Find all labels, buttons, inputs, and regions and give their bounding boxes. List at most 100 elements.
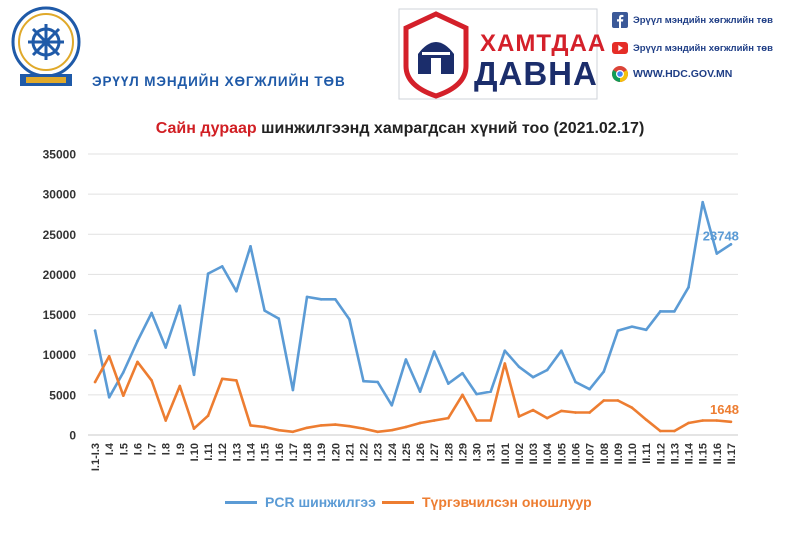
data-point [658,429,662,433]
line-chart: 0 5000 10000 15000 20000 25000 30000 35000 I.1-I… [43,148,739,472]
data-point [574,380,577,384]
x-tick-label: II.16 [712,443,724,464]
data-point [263,309,266,312]
data-point [390,403,394,407]
x-tick-label: I.30 [472,443,484,461]
x-tick-label: I.13 [231,443,243,461]
y-tick-label: 30000 [43,188,77,202]
facebook-link[interactable]: Эрүүл мэндийн хөгжлийн төв [612,12,773,28]
data-point [461,371,464,375]
x-tick-label: I.19 [316,443,328,461]
data-point [192,373,196,377]
data-point [432,350,436,353]
data-point [644,418,648,422]
legend-item-rapid: Түргэвчилсэн оношлуур [382,494,592,510]
x-tick-label: II.10 [627,443,639,464]
x-tick-label: II.01 [500,443,512,464]
data-point [503,349,507,352]
data-point [673,310,676,313]
campaign-title-line2: ДАВНА [474,55,598,92]
x-tick-label: I.26 [415,443,427,461]
data-point [122,394,125,397]
x-tick-label: I.4 [104,442,116,455]
data-point [235,379,238,382]
series-line-1 [93,355,733,434]
data-point [235,289,238,293]
data-point [122,371,125,374]
data-point [305,295,309,299]
data-point [305,426,309,430]
y-tick-label: 15000 [43,308,77,322]
data-point [164,419,168,422]
x-tick-label: II.11 [641,443,653,464]
data-point [574,411,577,414]
x-tick-label: I.15 [260,443,272,461]
x-tick-label: I.25 [401,443,413,461]
x-tick-label: I.20 [330,443,342,461]
data-point [701,419,704,422]
data-point [658,310,662,313]
x-tick-label: I.11 [203,443,215,461]
x-tick-label: I.5 [118,443,130,455]
data-point [545,368,549,372]
legend-item-pcr: PCR шинжилгээ [225,494,376,510]
x-tick-label: I.23 [373,443,385,461]
x-tick-label: I.1-I.3 [90,443,102,471]
y-tick-label: 20000 [43,268,77,282]
data-point [489,419,493,422]
data-point [644,328,648,332]
data-point [277,428,281,432]
y-tick-label: 10000 [43,348,77,362]
data-point [489,390,493,393]
data-point [531,408,535,412]
x-tick-label: II.13 [669,443,681,464]
x-tick-label: II.08 [599,443,611,464]
data-point [729,420,733,424]
data-point [376,430,379,434]
data-label: 1648 [710,402,739,417]
chart-title-rest: шинжилгээнд хамрагдсан хүний тоо (2021.0… [256,120,645,137]
data-point [630,325,634,328]
website-link-text: WWW.HDC.GOV.MN [633,68,733,80]
organization-name: ЭРҮҮЛ МЭНДИЙН ХӨГЖЛИЙН ТӨВ [92,74,346,89]
data-point [136,339,139,343]
website-link[interactable]: WWW.HDC.GOV.MN [612,66,732,82]
y-tick-label: 35000 [43,148,77,162]
data-point [348,318,351,321]
x-tick-label: II.02 [514,443,526,464]
x-tick-label: I.16 [274,443,286,461]
data-point [150,379,153,382]
x-tick-label: I.18 [302,443,314,461]
data-point [616,329,620,332]
youtube-link[interactable]: Эрүүл мэндийн хөгжлийн төв [612,40,773,56]
data-point [447,382,450,385]
data-point [602,399,606,402]
data-point [107,395,111,399]
facebook-icon [612,12,628,28]
chart-title-highlight: Сайн дураар [155,120,257,137]
x-tick-label: II.14 [684,442,696,464]
data-point [588,411,591,414]
youtube-link-text: Эрүүл мэндийн хөгжлийн төв [633,42,773,54]
data-point [715,419,719,422]
x-tick-label: I.17 [288,443,300,461]
x-tick-label: II.07 [585,443,597,464]
data-point [447,416,450,420]
x-tick-label: I.7 [147,443,159,455]
x-tick-label: I.9 [175,443,187,455]
data-point [517,365,521,369]
legend-swatch-rapid [382,500,414,504]
data-point [503,362,507,365]
data-point [560,409,563,413]
x-tick-label: II.12 [655,443,667,464]
data-point [178,304,182,308]
y-tick-label: 25000 [43,228,77,242]
data-point [362,427,365,430]
data-point [475,392,478,396]
data-point [136,360,139,364]
series-line-0 [93,200,733,407]
data-point [701,200,704,204]
x-tick-label: I.6 [132,443,144,455]
data-point [418,421,422,425]
x-tick-label: II.05 [556,443,568,464]
